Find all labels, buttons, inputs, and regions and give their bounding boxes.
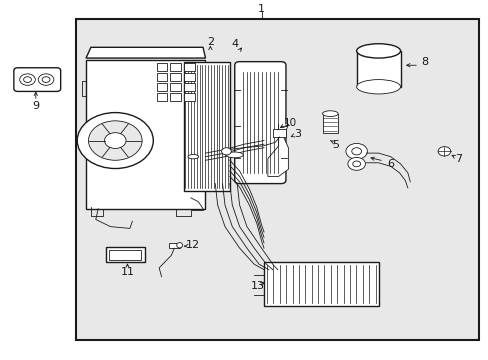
Circle shape [77, 113, 153, 168]
Text: 2: 2 [206, 37, 213, 47]
Circle shape [42, 77, 50, 82]
Circle shape [345, 143, 366, 159]
Bar [157, 93, 167, 101]
Bar [157, 83, 167, 91]
FancyBboxPatch shape [14, 68, 61, 91]
Circle shape [23, 77, 31, 82]
Circle shape [347, 157, 365, 170]
Ellipse shape [322, 111, 337, 117]
Ellipse shape [176, 243, 182, 248]
Circle shape [437, 147, 450, 156]
Text: 3: 3 [294, 129, 301, 139]
Bar [272, 129, 286, 137]
Bar [183, 62, 229, 191]
Bar [183, 73, 194, 81]
Bar [170, 83, 181, 91]
Circle shape [88, 121, 142, 160]
Ellipse shape [187, 154, 198, 159]
Bar [170, 63, 181, 71]
Circle shape [352, 161, 360, 167]
Bar [170, 93, 181, 101]
Text: 7: 7 [454, 154, 462, 164]
Text: 13: 13 [250, 281, 264, 291]
Polygon shape [267, 125, 288, 176]
Bar [183, 63, 194, 71]
Bar [105, 247, 144, 262]
Text: 12: 12 [186, 240, 200, 250]
Text: 6: 6 [386, 159, 393, 169]
Ellipse shape [356, 44, 400, 58]
Circle shape [104, 133, 126, 148]
Text: 11: 11 [120, 267, 134, 277]
Circle shape [221, 148, 231, 155]
Bar [76, 19, 478, 339]
Bar [183, 83, 194, 91]
Bar [356, 51, 400, 87]
Text: 4: 4 [231, 39, 238, 49]
FancyBboxPatch shape [234, 62, 285, 184]
Bar [157, 73, 167, 81]
Text: 9: 9 [32, 102, 40, 112]
Text: 5: 5 [332, 140, 339, 150]
Text: 1: 1 [258, 4, 264, 14]
Bar [264, 262, 378, 306]
Circle shape [20, 74, 35, 85]
Bar [322, 114, 337, 134]
Bar [109, 250, 141, 260]
Text: 10: 10 [283, 118, 296, 128]
Circle shape [38, 74, 54, 85]
Bar [183, 93, 194, 101]
Bar [168, 243, 179, 248]
Circle shape [351, 148, 361, 155]
Ellipse shape [356, 80, 400, 94]
Bar [170, 73, 181, 81]
Ellipse shape [226, 152, 243, 158]
Polygon shape [86, 47, 205, 58]
Bar [157, 63, 167, 71]
Text: 8: 8 [421, 57, 427, 67]
Bar [86, 60, 205, 209]
